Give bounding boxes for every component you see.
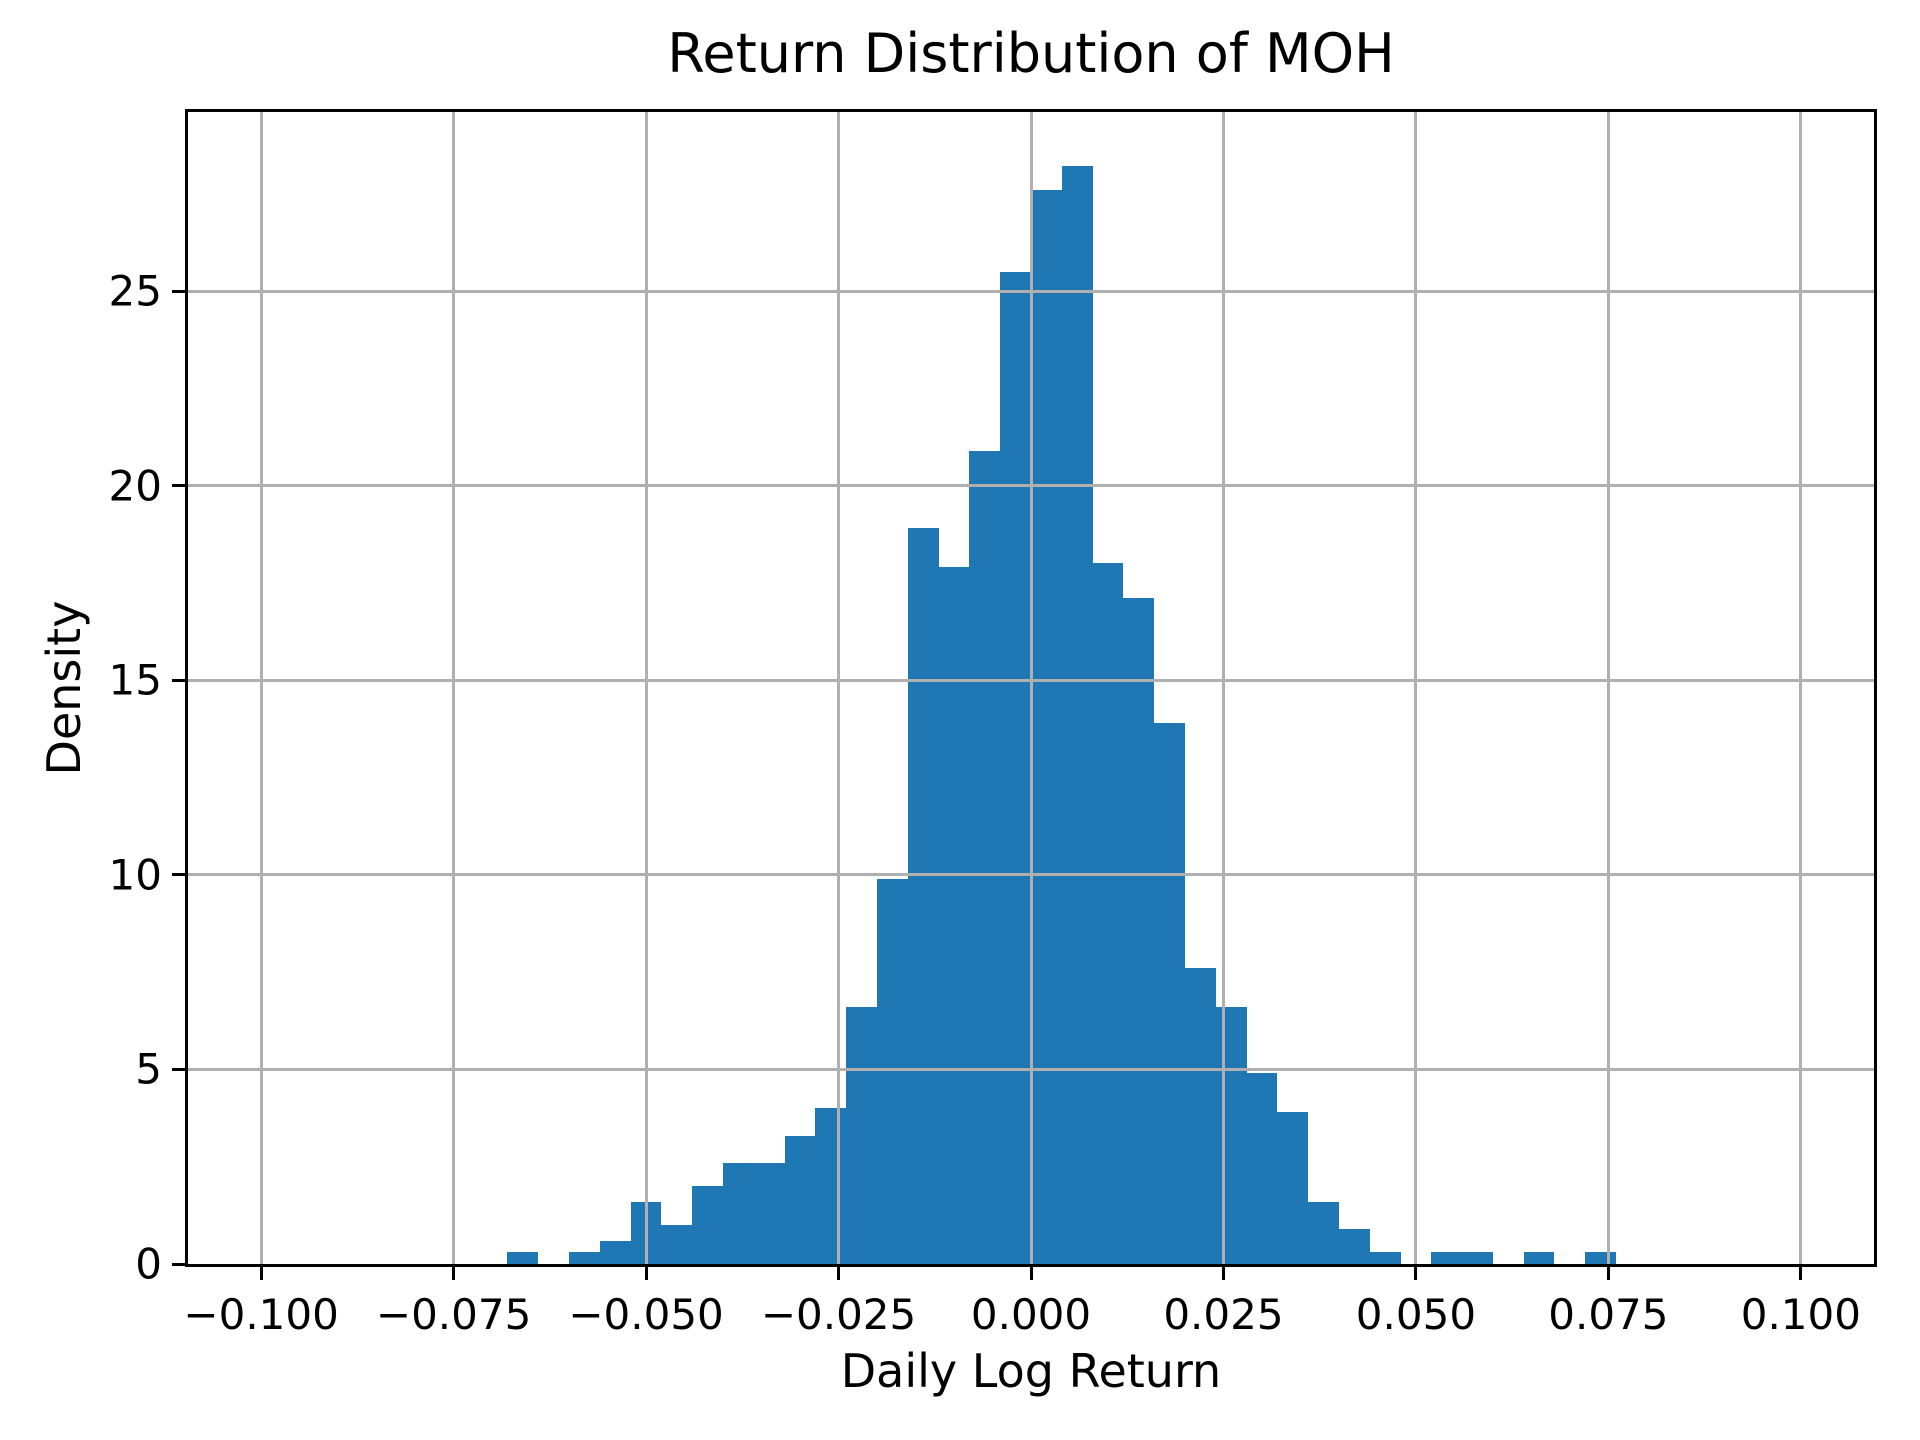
histogram-bar [661, 1225, 693, 1264]
gridline-vertical [837, 112, 841, 1264]
histogram-bar [599, 1240, 631, 1264]
gridline-vertical [1029, 112, 1033, 1264]
y-tick-mark [172, 873, 185, 877]
x-tick-mark [1606, 1267, 1610, 1280]
histogram-bar [723, 1162, 754, 1264]
x-tick-mark [1221, 1267, 1225, 1280]
y-tick-mark [172, 289, 185, 293]
histogram-bar [1000, 271, 1031, 1264]
gridline-vertical [452, 112, 456, 1264]
x-tick-mark [644, 1267, 648, 1280]
histogram-bar [1277, 1112, 1309, 1264]
y-tick-label: 10 [108, 850, 162, 900]
gridline-vertical [1799, 112, 1803, 1264]
gridline-horizontal [188, 873, 1874, 877]
x-tick-label: 0.100 [1740, 1290, 1861, 1339]
x-tick-mark [1029, 1267, 1033, 1280]
histogram-bar [1246, 1073, 1278, 1264]
chart-title: Return Distribution of MOH [667, 22, 1395, 85]
gridline-horizontal [188, 484, 1874, 488]
x-tick-label: −0.100 [183, 1290, 339, 1339]
x-tick-mark [1414, 1267, 1418, 1280]
x-tick-label: 0.075 [1548, 1290, 1669, 1339]
histogram-bar [1523, 1252, 1555, 1264]
histogram-bar [784, 1135, 816, 1264]
histogram-bar [1308, 1201, 1339, 1264]
histogram-bar [692, 1186, 724, 1264]
y-tick-label: 5 [135, 1044, 162, 1094]
gridline-vertical [1606, 112, 1610, 1264]
histogram-bar [1031, 189, 1062, 1264]
y-tick-mark [172, 484, 185, 488]
x-tick-mark [837, 1267, 841, 1280]
histogram-bar [507, 1252, 539, 1264]
histogram-bar [1061, 166, 1093, 1264]
gridline-horizontal [188, 289, 1874, 293]
y-tick-label: 0 [135, 1239, 162, 1289]
x-tick-label: −0.050 [568, 1290, 724, 1339]
histogram-bar [1215, 1007, 1247, 1264]
x-axis-label: Daily Log Return [840, 1344, 1222, 1398]
histogram-bar [1585, 1252, 1617, 1264]
histogram-bar [1123, 598, 1155, 1264]
x-tick-label: 0.000 [970, 1290, 1092, 1339]
x-tick-mark [1799, 1267, 1803, 1280]
x-tick-label: 0.025 [1163, 1290, 1284, 1339]
y-tick-mark [172, 678, 185, 682]
y-tick-label: 25 [108, 266, 162, 316]
histogram-bar [1462, 1252, 1493, 1264]
histogram-bar [846, 1007, 877, 1264]
x-tick-label: −0.075 [375, 1290, 532, 1339]
x-tick-mark [259, 1267, 263, 1280]
x-tick-mark [452, 1267, 456, 1280]
histogram-bar [907, 528, 939, 1264]
x-tick-label: 0.050 [1355, 1290, 1477, 1339]
histogram-bar [1154, 723, 1185, 1264]
plot-area: −0.100 −0.075 −0.050 −0.025 0.000 0.025 0.050 0… [109, 109, 1877, 1339]
histogram-bar [938, 567, 970, 1264]
histogram-bar [1369, 1252, 1401, 1264]
gridline-horizontal [188, 678, 1874, 682]
histogram-bar [969, 450, 1001, 1264]
x-tick-label: −0.025 [760, 1290, 917, 1339]
histogram-bar [1338, 1228, 1370, 1264]
gridline-vertical [644, 112, 648, 1264]
histogram-bar [877, 878, 908, 1264]
histogram-bar [815, 1108, 847, 1264]
y-axis-label: Density [37, 600, 91, 776]
histogram-bar [1092, 563, 1124, 1264]
histogram-bar [1431, 1252, 1463, 1264]
y-tick-label: 15 [108, 655, 162, 705]
histogram-bar [753, 1162, 785, 1264]
gridline-horizontal [188, 1067, 1874, 1071]
gridline-vertical [1414, 112, 1418, 1264]
y-tick-label: 20 [108, 461, 162, 511]
y-tick-mark [172, 1067, 185, 1071]
gridline-vertical [1221, 112, 1225, 1264]
y-tick-mark [172, 1262, 185, 1266]
histogram-bar [569, 1252, 600, 1264]
histogram-bar [1184, 968, 1216, 1264]
gridline-vertical [259, 112, 263, 1264]
